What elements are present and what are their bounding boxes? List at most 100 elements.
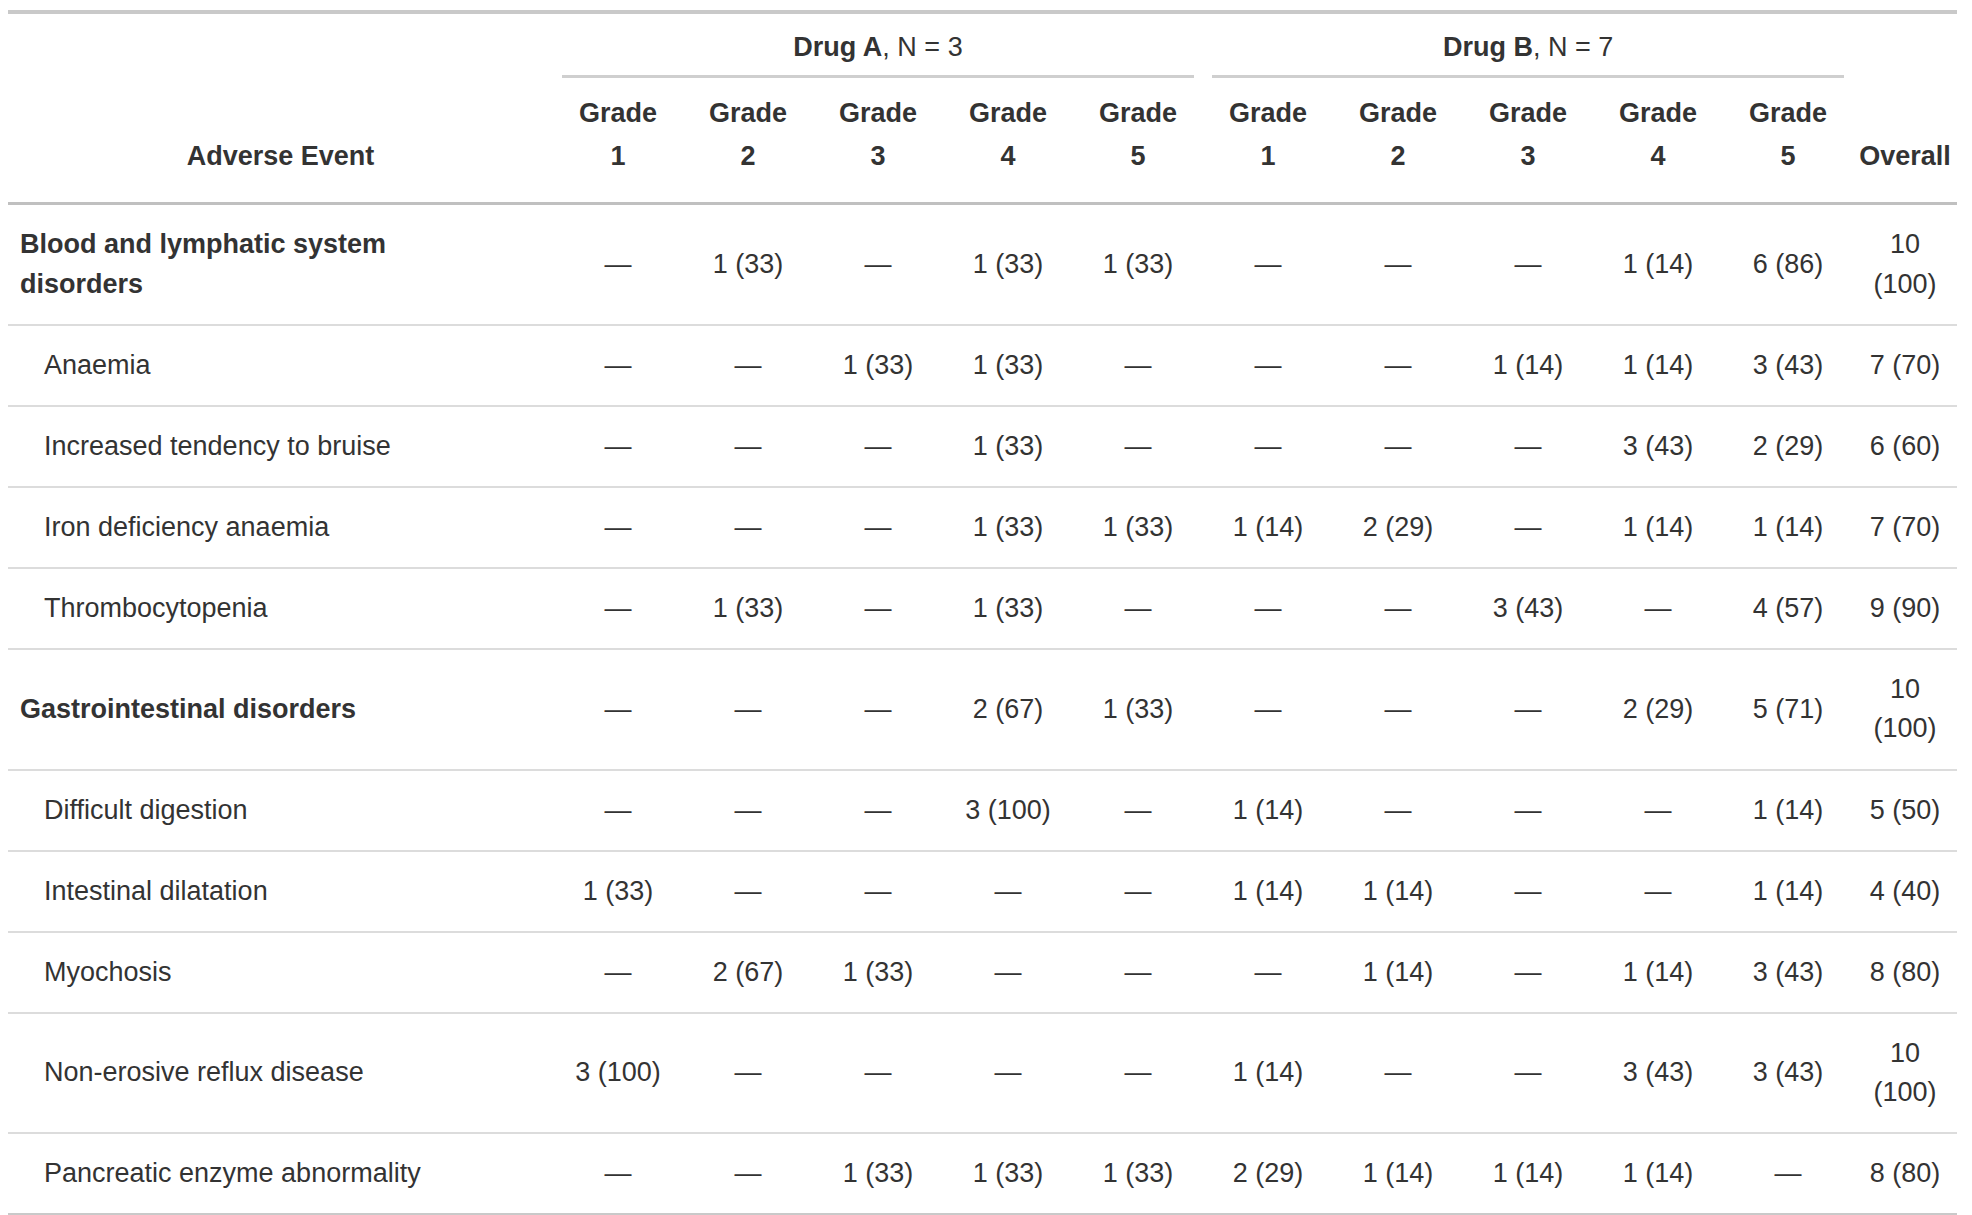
grade-value-cell: 1 (14): [1723, 851, 1853, 932]
grade-value-cell: 1 (14): [1593, 204, 1723, 325]
row-label: Intestinal dilatation: [8, 851, 553, 932]
grade-value-cell: —: [1593, 851, 1723, 932]
grade-value-cell: 3 (100): [553, 1013, 683, 1133]
table-body: Blood and lymphatic system disorders—1 (…: [8, 204, 1957, 1215]
overall-value-cell: 5 (50): [1853, 770, 1957, 851]
event-row: Increased tendency to bruise———1 (33)———…: [8, 406, 1957, 487]
grade-value-cell: —: [813, 770, 943, 851]
drug-b-grade-3-header: Grade3: [1463, 78, 1593, 204]
grade-value-cell: —: [1463, 932, 1593, 1013]
overall-value-cell: 6 (60): [1853, 406, 1957, 487]
grade-value-cell: 1 (14): [1593, 325, 1723, 406]
event-row: Myochosis—2 (67)1 (33)———1 (14)—1 (14)3 …: [8, 932, 1957, 1013]
grade-value-cell: 1 (14): [1333, 932, 1463, 1013]
grade-number: 1: [1207, 135, 1329, 178]
grade-word: Grade: [557, 92, 679, 135]
grade-value-cell: 2 (29): [1333, 487, 1463, 568]
grade-word: Grade: [1077, 92, 1199, 135]
grade-value-cell: —: [1073, 325, 1203, 406]
grade-value-cell: —: [813, 406, 943, 487]
grade-value-cell: 1 (33): [943, 487, 1073, 568]
grade-value-cell: —: [813, 568, 943, 649]
grade-value-cell: 1 (33): [813, 325, 943, 406]
drug-a-grade-4-header: Grade4: [943, 78, 1073, 204]
overall-value-cell: 9 (90): [1853, 568, 1957, 649]
grade-number: 3: [1467, 135, 1589, 178]
event-row: Intestinal dilatation1 (33)————1 (14)1 (…: [8, 851, 1957, 932]
grade-value-cell: —: [1333, 649, 1463, 769]
grade-value-cell: 3 (100): [943, 770, 1073, 851]
row-label: Increased tendency to bruise: [8, 406, 553, 487]
grade-word: Grade: [1467, 92, 1589, 135]
grade-number: 5: [1077, 135, 1199, 178]
grade-value-cell: 1 (14): [1723, 770, 1853, 851]
grade-word: Grade: [1597, 92, 1719, 135]
grade-value-cell: 1 (14): [1723, 487, 1853, 568]
grade-value-cell: —: [1203, 204, 1333, 325]
grade-value-cell: —: [1073, 932, 1203, 1013]
grade-value-cell: 3 (43): [1593, 1013, 1723, 1133]
grade-value-cell: 3 (43): [1593, 406, 1723, 487]
grade-value-cell: 1 (33): [1073, 1133, 1203, 1215]
overall-value-cell: 8 (80): [1853, 932, 1957, 1013]
grade-value-cell: 2 (67): [683, 932, 813, 1013]
grade-value-cell: 1 (33): [553, 851, 683, 932]
grade-value-cell: 1 (33): [943, 204, 1073, 325]
grade-value-cell: 5 (71): [1723, 649, 1853, 769]
grade-value-cell: —: [1463, 770, 1593, 851]
grade-value-cell: —: [1073, 1013, 1203, 1133]
grade-value-cell: —: [683, 851, 813, 932]
grade-value-cell: 2 (29): [1203, 1133, 1333, 1215]
drug-a-label: Drug A: [793, 32, 882, 62]
row-label: Pancreatic enzyme abnormality: [8, 1133, 553, 1215]
drug-b-grade-5-header: Grade5: [1723, 78, 1853, 204]
grade-value-cell: —: [813, 204, 943, 325]
grade-value-cell: —: [1073, 568, 1203, 649]
category-row: Blood and lymphatic system disorders—1 (…: [8, 204, 1957, 325]
grade-value-cell: 1 (33): [683, 568, 813, 649]
grade-value-cell: —: [1203, 406, 1333, 487]
drug-a-grade-5-header: Grade5: [1073, 78, 1203, 204]
drug-a-grade-3-header: Grade3: [813, 78, 943, 204]
event-row: Pancreatic enzyme abnormality——1 (33)1 (…: [8, 1133, 1957, 1215]
grade-value-cell: 1 (33): [813, 1133, 943, 1215]
grade-value-cell: 6 (86): [1723, 204, 1853, 325]
event-row: Iron deficiency anaemia———1 (33)1 (33)1 …: [8, 487, 1957, 568]
grade-value-cell: —: [1463, 406, 1593, 487]
row-label: Blood and lymphatic system disorders: [8, 204, 553, 325]
grade-value-cell: —: [683, 649, 813, 769]
row-label: Difficult digestion: [8, 770, 553, 851]
grade-value-cell: —: [1333, 406, 1463, 487]
grade-value-cell: —: [683, 1133, 813, 1215]
overall-value-cell: 10 (100): [1853, 1013, 1957, 1133]
grade-value-cell: 1 (14): [1463, 1133, 1593, 1215]
grade-value-cell: —: [683, 770, 813, 851]
grade-value-cell: —: [553, 204, 683, 325]
grade-number: 3: [817, 135, 939, 178]
row-label: Thrombocytopenia: [8, 568, 553, 649]
spanner-row: Drug A, N = 3 Drug B, N = 7: [8, 12, 1957, 78]
grade-value-cell: —: [553, 770, 683, 851]
grade-value-cell: —: [1333, 204, 1463, 325]
grade-value-cell: 1 (33): [943, 568, 1073, 649]
grade-value-cell: —: [1463, 487, 1593, 568]
row-label: Gastrointestinal disorders: [8, 649, 553, 769]
column-header-row: Adverse Event Grade1Grade2Grade3Grade4Gr…: [8, 78, 1957, 204]
grade-value-cell: 1 (14): [1463, 325, 1593, 406]
grade-value-cell: —: [813, 487, 943, 568]
grade-value-cell: —: [553, 487, 683, 568]
grade-value-cell: 1 (33): [683, 204, 813, 325]
overall-header: Overall: [1853, 78, 1957, 204]
spanner-overall-spacer: [1853, 12, 1957, 78]
row-label: Myochosis: [8, 932, 553, 1013]
grade-value-cell: —: [1203, 932, 1333, 1013]
drug-b-n-label: , N = 7: [1533, 32, 1613, 62]
grade-value-cell: 1 (14): [1203, 770, 1333, 851]
grade-value-cell: —: [1203, 568, 1333, 649]
grade-value-cell: —: [1463, 204, 1593, 325]
grade-value-cell: —: [943, 851, 1073, 932]
grade-value-cell: —: [1333, 325, 1463, 406]
drug-b-grade-4-header: Grade4: [1593, 78, 1723, 204]
grade-word: Grade: [947, 92, 1069, 135]
grade-value-cell: —: [1593, 568, 1723, 649]
